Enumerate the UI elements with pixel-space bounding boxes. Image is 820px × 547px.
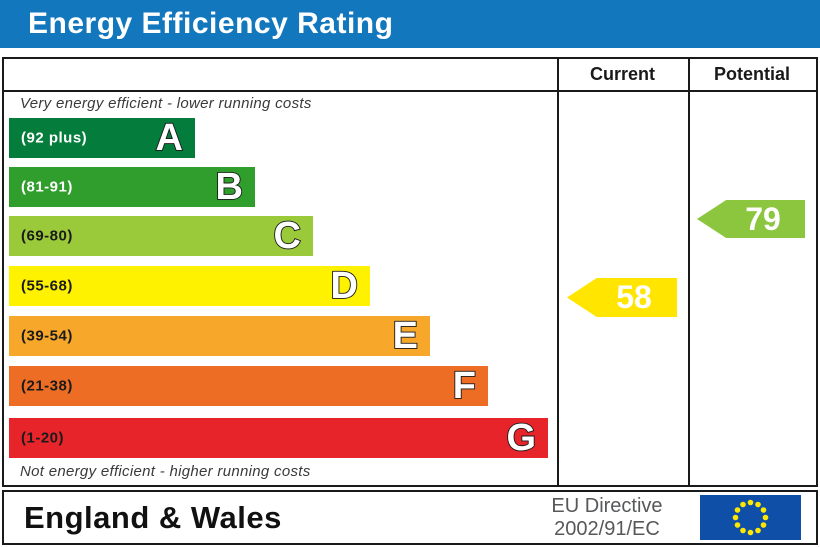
page-title: Energy Efficiency Rating bbox=[28, 7, 394, 40]
potential-column-divider bbox=[688, 59, 690, 485]
band-c: (69-80) C bbox=[9, 216, 313, 256]
band-b-range-label: (81-91) bbox=[21, 178, 73, 196]
eu-directive-label: EU Directive 2002/91/EC bbox=[516, 495, 698, 541]
band-e: (39-54) E bbox=[9, 316, 430, 356]
eu-directive-line2: 2002/91/EC bbox=[554, 518, 660, 540]
band-g-range-label: (1-20) bbox=[21, 429, 65, 447]
potential-rating-value: 79 bbox=[745, 201, 781, 237]
band-b-letter: B bbox=[215, 166, 244, 208]
region-label: England & Wales bbox=[24, 500, 282, 535]
band-d-letter: D bbox=[330, 265, 359, 307]
band-f-range-label: (21-38) bbox=[21, 377, 73, 395]
band-c-letter: C bbox=[273, 215, 302, 257]
potential-column-header: Potential bbox=[713, 64, 790, 84]
band-a: (92 plus) A bbox=[9, 118, 195, 158]
eu-directive-line1: EU Directive bbox=[551, 495, 663, 517]
band-f-letter: F bbox=[452, 365, 477, 407]
current-column-header: Current bbox=[589, 64, 655, 84]
band-a-letter: A bbox=[155, 117, 184, 159]
table-header: Current Potential bbox=[4, 59, 816, 92]
rating-table: Current Potential Very energy efficient … bbox=[2, 57, 818, 487]
band-d: (55-68) D bbox=[9, 266, 370, 306]
band-d-range-label: (55-68) bbox=[21, 277, 73, 295]
potential-rating-arrow: 79 bbox=[697, 200, 805, 238]
band-a-range-label: (92 plus) bbox=[21, 129, 88, 147]
bottom-note: Not energy efficient - higher running co… bbox=[20, 463, 311, 480]
current-column-divider bbox=[557, 59, 559, 485]
band-f: (21-38) F bbox=[9, 366, 488, 406]
title-bar: Energy Efficiency Rating bbox=[0, 0, 820, 48]
eu-flag-icon bbox=[700, 495, 801, 540]
band-e-range-label: (39-54) bbox=[21, 327, 73, 345]
current-rating-value: 58 bbox=[616, 279, 652, 315]
band-g-letter: G bbox=[506, 417, 537, 459]
band-e-letter: E bbox=[392, 315, 419, 357]
band-g: (1-20) G bbox=[9, 418, 548, 458]
top-note: Very energy efficient - lower running co… bbox=[20, 95, 312, 112]
band-c-range-label: (69-80) bbox=[21, 227, 73, 245]
footer: England & Wales EU Directive 2002/91/EC bbox=[2, 490, 818, 545]
band-b: (81-91) B bbox=[9, 167, 255, 207]
current-rating-arrow: 58 bbox=[567, 278, 677, 317]
eu-flag-stars bbox=[732, 499, 769, 536]
